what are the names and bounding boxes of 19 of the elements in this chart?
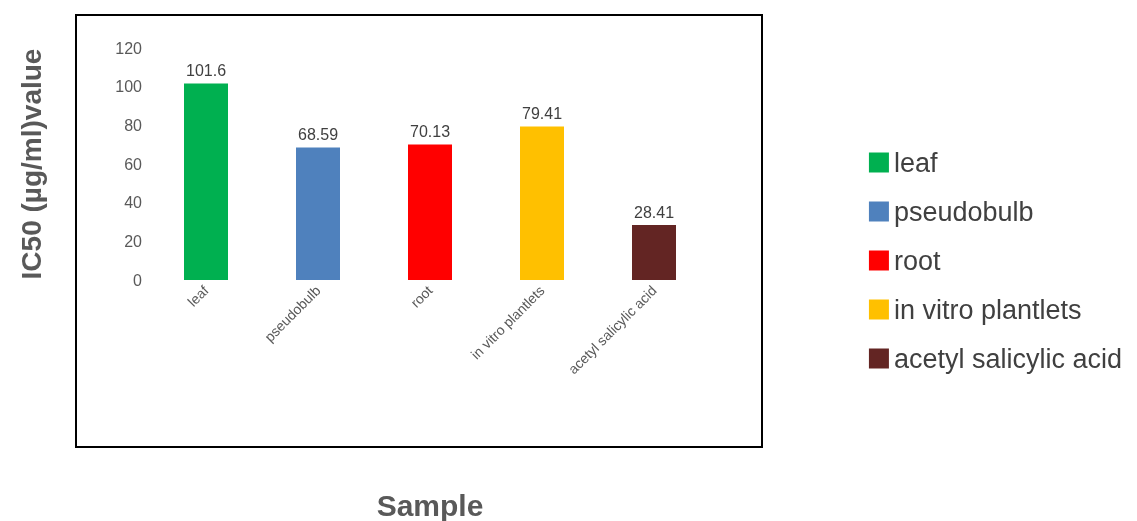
- data-label: 101.6: [185, 62, 227, 80]
- y-axis-title: IC50 (µg/ml)value: [15, 48, 47, 280]
- data-label: 79.41: [521, 104, 563, 122]
- legend-label: pseudobulb: [893, 196, 1034, 227]
- y-tick-label: 120: [115, 39, 143, 57]
- y-tick-label: 60: [124, 155, 143, 173]
- legend-label: leaf: [893, 147, 938, 178]
- x-axis-title: Sample: [376, 488, 484, 521]
- y-tick-label: 80: [124, 116, 143, 134]
- data-label: 28.41: [633, 203, 675, 221]
- data-label: 68.59: [297, 125, 339, 143]
- y-tick-label: 0: [133, 271, 143, 289]
- x-tick-label: leaf: [184, 282, 212, 310]
- x-tick-label: root: [407, 282, 436, 311]
- legend-label: root: [893, 245, 941, 276]
- y-tick-label: 100: [115, 78, 143, 96]
- y-tick-label: 20: [124, 232, 143, 250]
- data-label: 70.13: [409, 122, 451, 140]
- y-tick-label: 40: [124, 194, 143, 212]
